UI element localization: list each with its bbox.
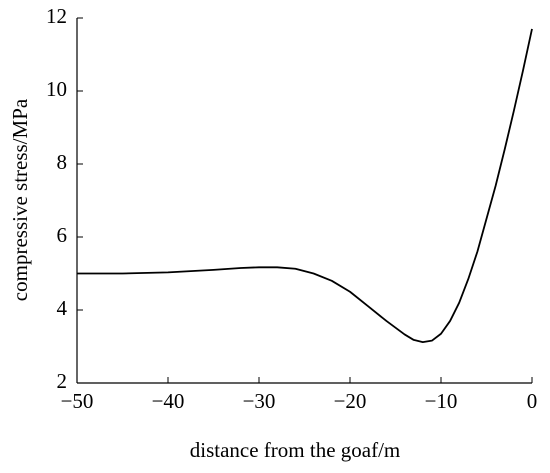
line <box>77 28 533 344</box>
x-tick-label: −50 <box>61 389 94 413</box>
x-tick-label: 0 <box>527 389 538 413</box>
x-axis-label: distance from the goaf/m <box>190 438 401 462</box>
y-axis-label: compressive stress/MPa <box>8 98 32 301</box>
y-tick-label: 12 <box>46 4 67 28</box>
y-tick-label: 2 <box>57 369 68 393</box>
y-tick-label: 10 <box>46 77 67 101</box>
y-tick-label: 6 <box>57 223 68 247</box>
x-tick-label: −10 <box>425 389 458 413</box>
y-tick-label: 4 <box>57 296 68 320</box>
x-tick-label: −30 <box>243 389 276 413</box>
x-tick-label: −40 <box>152 389 185 413</box>
y-tick-label: 8 <box>57 150 68 174</box>
x-tick-label: −20 <box>334 389 367 413</box>
